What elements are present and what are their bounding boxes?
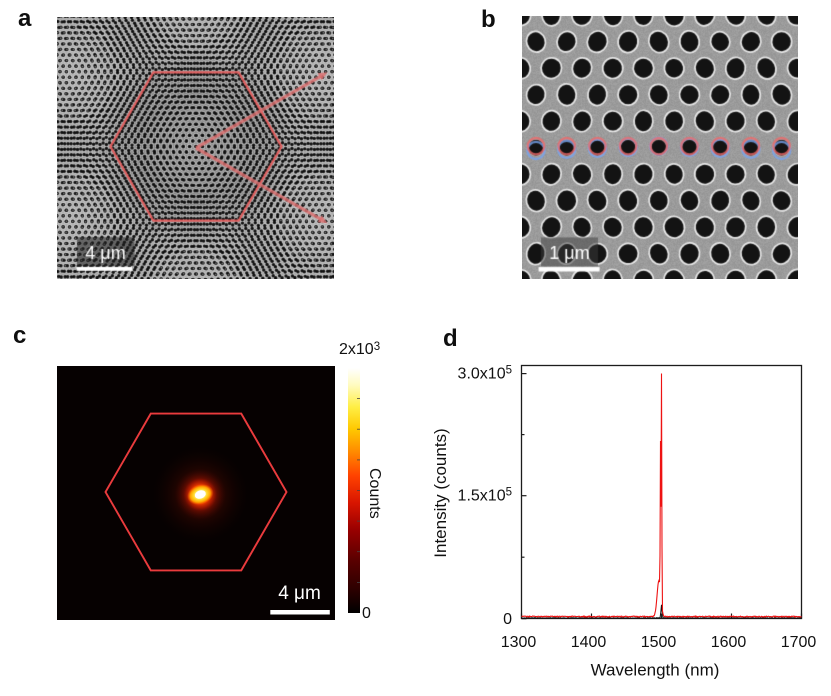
svg-text:1.5x105: 1.5x105 xyxy=(458,487,512,505)
svg-text:1500: 1500 xyxy=(641,634,677,651)
svg-text:1400: 1400 xyxy=(571,634,607,651)
svg-text:1700: 1700 xyxy=(781,634,817,651)
svg-text:1300: 1300 xyxy=(501,634,537,651)
svg-text:1600: 1600 xyxy=(711,634,747,651)
svg-text:Intensity (counts): Intensity (counts) xyxy=(431,428,450,557)
svg-text:3.0x105: 3.0x105 xyxy=(458,365,512,383)
svg-text:0: 0 xyxy=(503,611,512,628)
svg-text:4 μm: 4 μm xyxy=(278,583,321,604)
svg-text:Wavelength (nm): Wavelength (nm) xyxy=(591,661,720,680)
